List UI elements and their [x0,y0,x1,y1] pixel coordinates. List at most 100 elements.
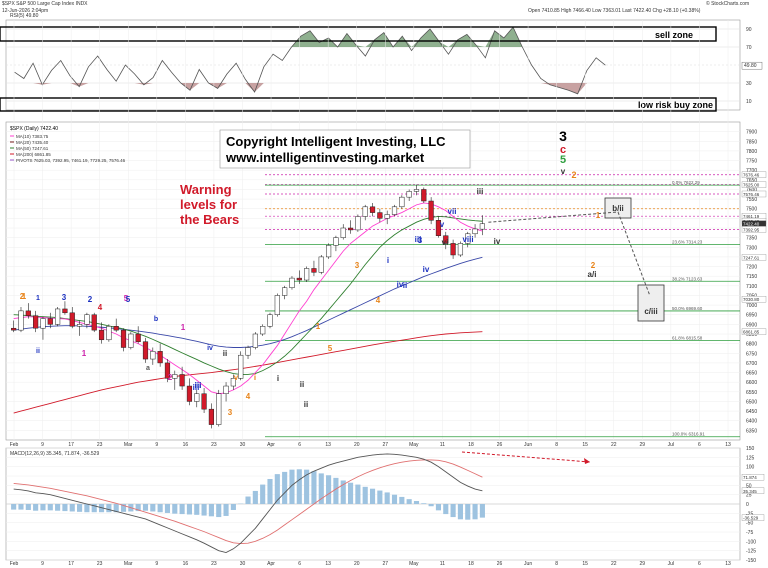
x-tick-label: 6 [298,442,301,448]
candle-body [289,277,295,288]
macd-histogram-bar [296,469,302,504]
x-tick-label: 17 [68,561,74,567]
rsi-last-value: 49.80 [744,63,757,69]
wave-label: 2 [168,373,173,382]
macd-histogram-bar [435,504,442,511]
macd-value-label: 35.345 [743,489,757,494]
macd-histogram-bar [274,474,280,504]
candle-body [179,374,185,387]
macd-histogram-bar [421,503,427,504]
x-tick-label: 18 [468,561,474,567]
wave-label: 4 [246,392,251,401]
candle-body [76,324,83,327]
wave-label: 2 [20,292,25,301]
x-tick-label: Feb [10,442,19,448]
x-tick-label: 30 [240,561,246,567]
x-tick-label: 20 [354,442,360,448]
rsi-panel-frame [5,19,741,111]
macd-histogram-bar [179,504,185,515]
sma200-line [13,331,483,414]
price-tick-label: 7350 [746,236,757,242]
wave-label: viii [462,235,473,244]
macd-histogram-bar [150,504,156,512]
candle-body [69,312,75,327]
macd-tick-label: 25 [746,493,752,499]
sell-zone-box [0,26,717,42]
x-tick-label: 8 [555,561,558,567]
candle-body [479,223,485,230]
macd-histogram-bar [406,499,412,504]
price-tick-label: 7200 [746,265,757,271]
legend-entry: MA(10) 7383.75 [16,134,49,139]
macd-tick-label: -25 [746,511,753,517]
macd-histogram-bar [252,490,258,504]
price-tag [741,226,767,233]
price-tag [741,254,767,261]
x-tick-label: 9 [41,442,44,448]
price-tick-label: 6500 [746,399,757,405]
header-quote: Open 7410.85 High 7466.40 Low 7363.01 La… [528,8,701,14]
macd-histogram-bar [245,496,251,504]
x-tick-label: Apr [267,442,275,448]
candle-body [230,378,236,387]
candle-body [362,206,368,217]
fib-level-label: 50.0% 6969.60 [672,306,703,311]
price-tag [741,328,767,335]
price-title: $SPX (Daily) 7422.40 [10,126,58,132]
candle-body [55,308,61,325]
macd-histogram-bar [142,504,149,511]
macd-histogram-bar [135,504,141,512]
macd-histogram-bar [208,504,214,517]
price-tick-label: 6400 [746,419,757,425]
warning-text: Warning [180,182,232,197]
macd-tick-label: 100 [746,465,755,471]
candle-body [333,237,339,246]
wave-label: iv [423,265,430,274]
macd-tick-label: -125 [746,549,756,555]
macd-histogram-bar [377,490,383,504]
candle-body [450,243,456,256]
candle-body [157,351,163,364]
wave-label: 3 [559,128,567,144]
price-tick-label: 7000 [746,303,757,309]
price-tick-label: 6350 [746,428,757,434]
x-tick-label: 16 [183,561,189,567]
wave-label: 2 [571,170,576,180]
x-tick-label: 11 [440,561,445,567]
macd-histogram-bar [77,504,83,512]
price-tick-label: 7700 [746,168,757,174]
candle-body [421,189,427,202]
candle-body [311,268,317,273]
x-tick-label: 16 [183,442,189,448]
macd-histogram-bar [355,484,361,504]
price-tick-label: 6650 [746,371,757,377]
fib-level-label: 100.0% 6316.91 [672,432,705,437]
price-tick-label: 7550 [746,197,757,203]
candle-body [245,347,251,356]
wave-label: b [154,316,158,323]
macd-histogram-bar [443,504,449,515]
candle-body [120,329,127,348]
price-tick-label: 7100 [746,284,757,290]
macd-histogram-bar [318,473,324,504]
macd-histogram-bar [399,496,405,504]
wave-label: 1 [82,349,87,358]
macd-histogram-bar [289,469,295,504]
copyright-line-1: Copyright Intelligent Investing, LLC [226,134,446,149]
copyright-box [219,129,471,169]
candle-body [216,393,222,425]
macd-histogram-bar [304,469,310,504]
fib-level-label: 23.6% 7314.23 [672,240,703,245]
macd-histogram-bar [91,504,97,513]
candle-body [201,393,207,410]
macd-histogram-bar [340,480,346,504]
wave-label: v [440,220,445,229]
rsi-tick-label: 10 [746,99,752,105]
price-tag-label: 7247.61 [743,255,760,260]
macd-histogram-bar [282,471,288,504]
x-tick-label: Mar [124,561,133,567]
macd-histogram-bar [267,478,273,504]
x-tick-label: Apr [267,561,275,567]
x-tick-label: 20 [354,561,360,567]
macd-histogram-bar [47,504,53,511]
